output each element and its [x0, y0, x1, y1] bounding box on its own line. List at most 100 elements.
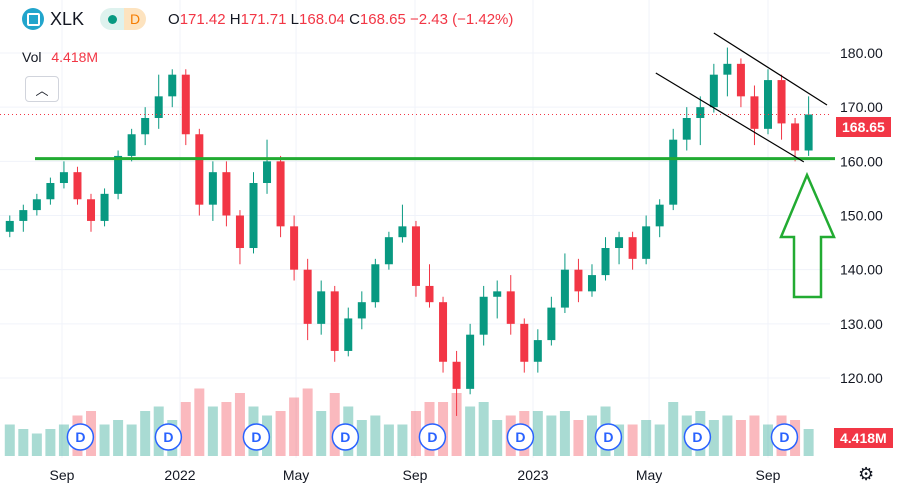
candle-body [398, 226, 407, 238]
volume-bar [207, 406, 218, 456]
candle-body [791, 123, 800, 151]
candle-body [696, 107, 705, 119]
interval-label: D [124, 8, 147, 30]
volume-bar [302, 388, 313, 456]
dividend-marker[interactable] [154, 423, 183, 451]
candle-body [303, 269, 312, 324]
candle-body [59, 172, 68, 184]
volume-bar [532, 411, 543, 456]
dividend-marker[interactable] [770, 423, 799, 451]
volume-bar [546, 415, 557, 456]
dividend-label: D [603, 429, 613, 445]
dividend-marker[interactable] [66, 423, 95, 451]
volume-bar [316, 411, 327, 456]
dividend-marker[interactable] [594, 423, 623, 451]
ohlc-values: O171.42 H171.71 L168.04 C168.65 −2.43 (−… [168, 11, 513, 28]
volume-bar [397, 424, 408, 456]
volume-bar [383, 424, 394, 456]
dividend-label: D [515, 429, 525, 445]
candle-body [5, 220, 14, 232]
volume-bar [803, 429, 814, 456]
x-tick-label: May [636, 467, 662, 483]
x-tick-label: May [283, 467, 309, 483]
dividend-marker[interactable] [683, 423, 712, 451]
volume-value: 4.418M [51, 49, 99, 65]
close-label: C [349, 10, 360, 28]
candle-body [574, 269, 583, 292]
symbol-name[interactable]: XLK [50, 8, 85, 29]
candle-body [587, 275, 596, 292]
candle-body [764, 80, 772, 129]
volume-tag: 4.418M [834, 428, 893, 448]
candle-body [46, 183, 55, 200]
low-label: L [290, 10, 300, 28]
candle-body [114, 155, 123, 194]
volume-bar [289, 397, 300, 456]
candle-body [154, 96, 163, 119]
candle-body [208, 172, 217, 205]
collapse-legend-button[interactable]: ︿ [25, 76, 59, 102]
volume-bar [735, 420, 746, 456]
volume-bar [234, 393, 245, 456]
y-tick-label: 130.00 [840, 316, 883, 332]
volume-bar [641, 420, 652, 456]
candle-body [466, 334, 475, 389]
channel-line [655, 72, 805, 163]
dividend-label: D [251, 429, 261, 445]
candle-body [601, 248, 610, 276]
dividend-label: D [692, 429, 702, 445]
candle-body [317, 291, 326, 324]
y-tick-label: 180.00 [840, 45, 883, 61]
candle-body [777, 80, 786, 124]
y-tick-label: 120.00 [840, 370, 883, 386]
candle-body [127, 134, 136, 156]
settings-icon[interactable]: ⚙ [858, 464, 875, 484]
candle-body [344, 318, 353, 351]
x-tick-label: Sep [756, 467, 781, 483]
dividend-marker[interactable] [506, 423, 535, 451]
volume-bar [126, 424, 137, 456]
y-tick-label: 160.00 [840, 153, 883, 169]
volume-bar [275, 411, 286, 456]
dividend-label: D [779, 429, 789, 445]
dividend-marker[interactable] [242, 423, 271, 451]
y-tick-label: 140.00 [840, 262, 883, 278]
volume-bar [356, 420, 367, 456]
candle-body [520, 323, 529, 362]
legend-header: XLK D O171.42 H171.71 L168.04 C168.65 −2… [22, 8, 513, 30]
dividend-marker[interactable] [418, 423, 447, 451]
candle-body [73, 172, 82, 200]
close-value: 168.65 [359, 10, 406, 28]
candle-body [222, 172, 231, 216]
volume-bar [58, 424, 69, 456]
volume-bar [140, 411, 151, 456]
volume-label: Vol [22, 49, 42, 65]
candle-body [32, 199, 41, 211]
dividend-marker[interactable] [331, 423, 360, 451]
candle-body [168, 74, 177, 97]
volume-bar [4, 424, 15, 456]
x-tick-label: 2022 [164, 467, 195, 483]
dividend-label: D [75, 429, 85, 445]
market-status-icon [100, 8, 125, 30]
volume-bar [451, 393, 462, 456]
x-tick-label: Sep [50, 467, 75, 483]
volume-legend: Vol 4.418M [22, 49, 106, 65]
candle-body [235, 215, 244, 249]
candle-body [181, 74, 190, 135]
candle-body [547, 307, 556, 341]
candle-body [452, 361, 461, 389]
change-value: −2.43 (−1.42%) [409, 10, 514, 28]
chip-icon [22, 8, 44, 30]
candle-body [141, 118, 150, 135]
candle-body [195, 134, 204, 205]
volume-bar [221, 402, 232, 456]
interval-toggle[interactable]: D [100, 8, 147, 30]
candle-body [479, 296, 488, 335]
volume-bar [654, 424, 665, 456]
candle-body [736, 63, 745, 97]
candle-body [493, 291, 502, 297]
dividend-label: D [340, 429, 350, 445]
volume-bar [722, 415, 733, 456]
